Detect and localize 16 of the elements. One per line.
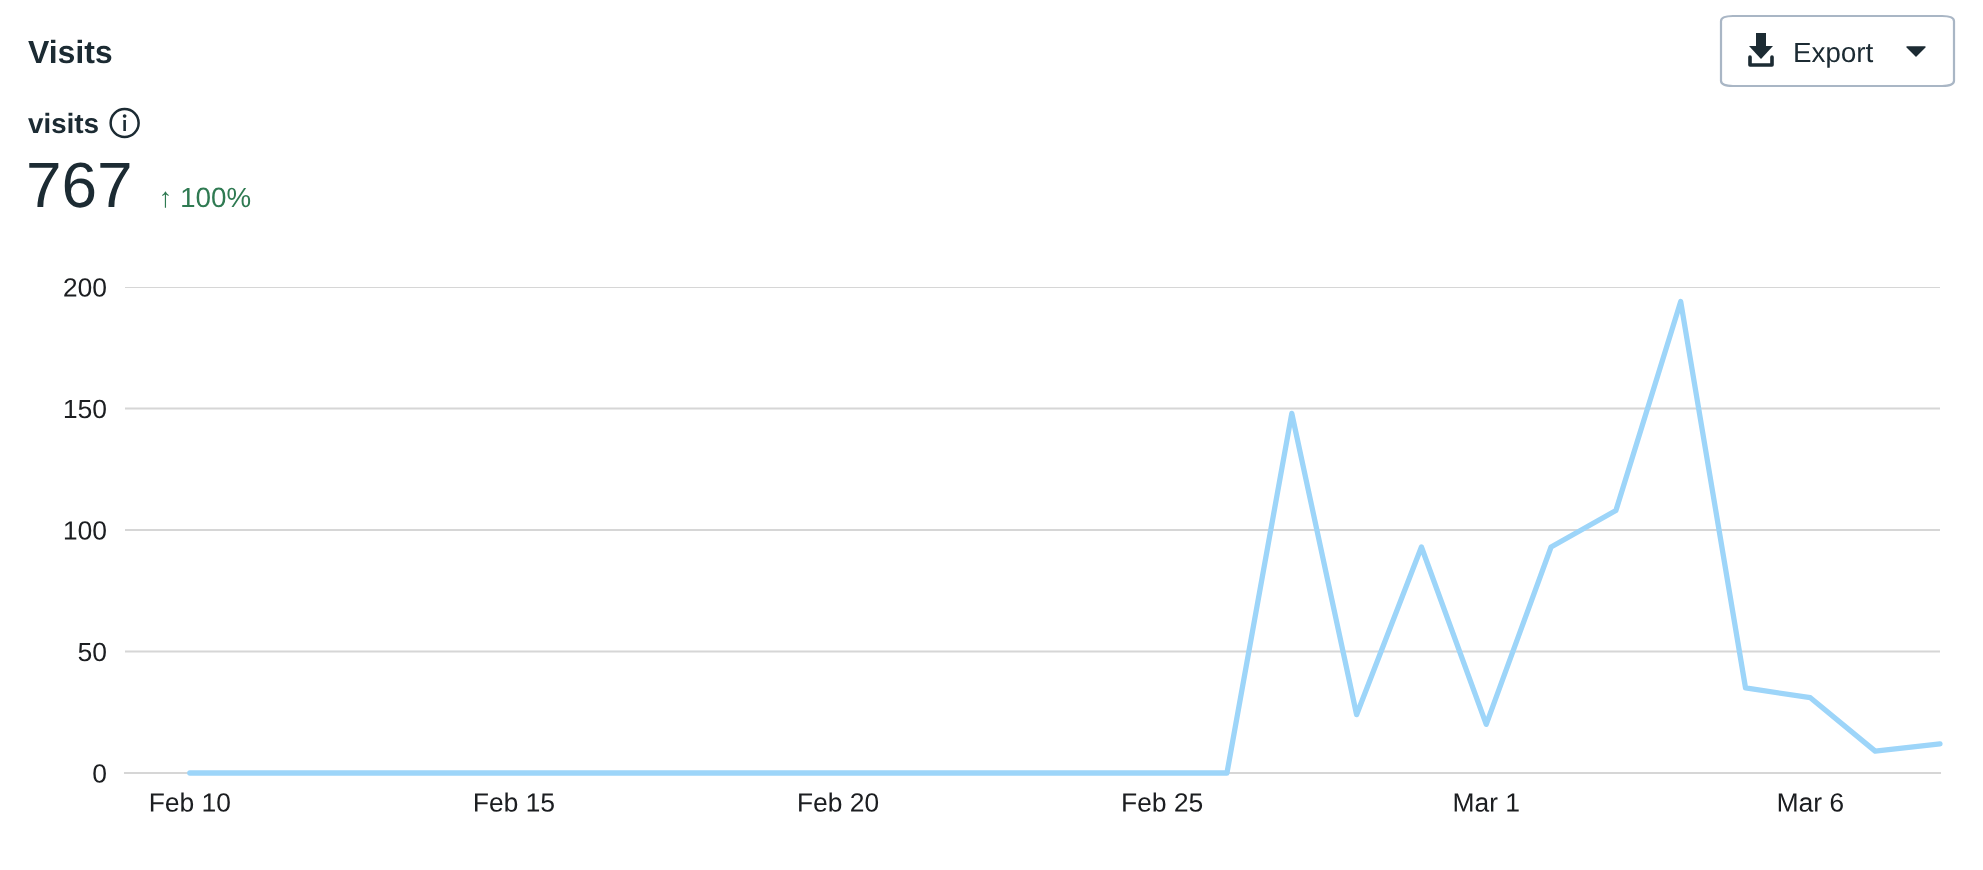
text: 767 (29, 162, 130, 208)
y-tick-label: 0 (93, 764, 106, 783)
x-tick-label: Feb 15 (475, 792, 554, 812)
x-tick-label: Feb 25 (1123, 792, 1203, 812)
chart-subtitle: visits (28, 112, 98, 134)
text: Export (1795, 42, 1874, 68)
text: ↑ 100% (162, 187, 251, 208)
x-tick-label: Feb 20 (799, 792, 879, 812)
x-tick-label: Feb 10 (150, 792, 230, 812)
y-tick-label: 200 (64, 278, 106, 297)
y-tick-label: 50 (78, 642, 106, 662)
x-tick-label: Mar 1 (1454, 793, 1519, 812)
y-tick-label: 100 (64, 521, 106, 540)
y-tick-label: 150 (64, 399, 106, 419)
chart-title: Visits (28, 39, 112, 64)
x-tick-label: Mar 6 (1778, 793, 1843, 812)
